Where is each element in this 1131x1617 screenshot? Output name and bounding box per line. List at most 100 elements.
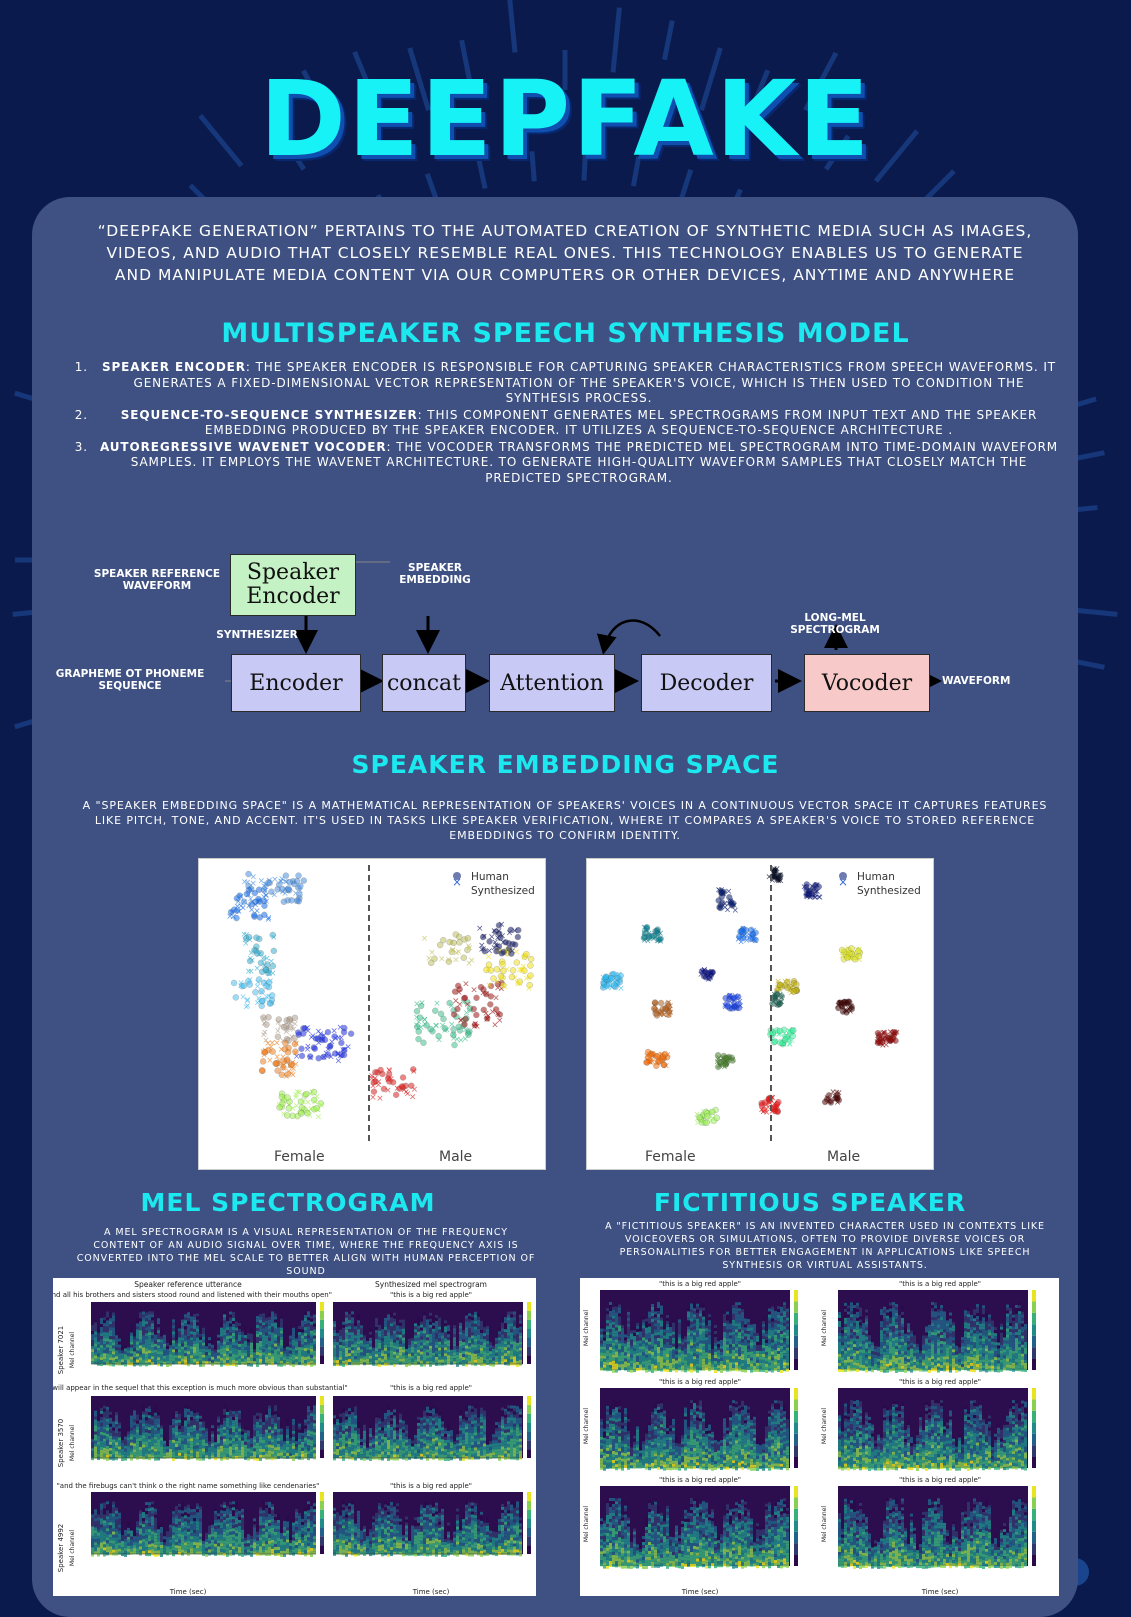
label-line: EMBEDDING [395,574,475,586]
scatter-point: × [277,1022,285,1032]
scatter-point: × [293,897,301,907]
scatter-point: × [307,1053,315,1063]
scatter-point: × [846,1007,854,1017]
scatter-point: × [308,1033,316,1043]
intro-text: “DEEPFAKE GENERATION” PERTAINS TO THE AU… [90,220,1040,286]
scatter-point: × [410,1067,418,1077]
scatter-point [523,951,529,957]
scatter-point: × [642,923,650,933]
scatter-point [452,1042,458,1048]
scatter-point [271,948,277,954]
scatter-point: × [260,1014,268,1024]
scatter-point: × [778,998,786,1008]
scatter-point: × [292,1048,300,1058]
scatter-point: × [464,1000,472,1010]
fictitious-description: A "FICTITIOUS SPEAKER" IS AN INVENTED CH… [590,1220,1060,1272]
scatter-point [471,1006,477,1012]
scatter-point [451,1011,457,1017]
utterance-caption: "this is a big red apple" [390,1291,472,1299]
scatter-point: × [655,1054,663,1064]
scatter-point: × [726,898,734,908]
list-term: SEQUENCE-TO-SEQUENCE SYNTHESIZER [121,408,418,422]
list-item: 2. SEQUENCE-TO-SEQUENCE SYNTHESIZER: THI… [60,408,1060,439]
scatter-point [527,962,533,968]
scatter-point [655,930,661,936]
scatter-canvas: ××××××××××××××××××××××××××××××××××××××××… [199,859,545,1169]
scatter-point: × [228,908,236,918]
scatter-point [451,940,457,946]
label-line: SEQUENCE [55,680,205,692]
scatter-point [487,1001,493,1007]
utterance-caption: "this is a big red apple" [659,1280,741,1288]
scatter-point: × [262,995,270,1005]
y-axis-label: Mel channel [69,1530,76,1567]
column-title: Synthesized mel spectrogram [375,1280,487,1289]
scatter-point [298,1110,304,1116]
scatter-point [251,912,257,918]
scatter-point: × [476,924,484,934]
scatter-point [294,878,300,884]
scatter-point [284,1113,290,1119]
scatter-point: × [491,944,499,954]
scatter-point [735,1001,741,1007]
block-label: Encoder [246,585,339,609]
scatter-canvas: ××××××××××××××××××××××××××××××××××××××××… [587,859,933,1169]
scatter-point: × [773,1103,781,1113]
label-line: WAVEFORM [92,580,222,592]
scatter-point [231,980,237,986]
utterance-caption: "this is a big red apple" [659,1476,741,1484]
svg-text:×: × [452,875,462,889]
scatter-point: × [432,1021,440,1031]
scatter-point: × [334,1050,342,1060]
scatter-point: × [254,978,262,988]
scatter-point: × [815,893,823,903]
x-axis-label: Time (sec) [412,1588,450,1596]
utterance-caption: "this is a big red apple" [899,1280,981,1288]
scatter-point: × [376,1094,384,1104]
scatter-point [641,935,647,941]
embedding-plot-left: ××××××××××××××××××××××××××××××××××××××××… [198,858,546,1170]
scatter-point: × [433,999,441,1009]
embedding-plot-right: ××××××××××××××××××××××××××××××××××××××××… [586,858,934,1170]
scatter-point: × [829,1087,837,1097]
embedding-description: A "SPEAKER EMBEDDING SPACE" IS A MATHEMA… [70,798,1060,843]
scatter-point [254,950,260,956]
scatter-point: × [465,942,473,952]
scatter-point: × [281,877,289,887]
scatter-point [442,1025,448,1031]
x-axis-label: Time (sec) [169,1588,207,1596]
scatter-point: × [455,988,463,998]
scatter-point: × [610,978,618,988]
speaker-label: Speaker 4992 [57,1524,65,1573]
y-axis-label: Mel channel [69,1425,76,1462]
scatter-point: × [290,1064,298,1074]
scatter-point: × [289,1104,297,1114]
scatter-point [292,1041,298,1047]
scatter-point: × [313,1092,321,1102]
scatter-point: × [453,949,461,959]
scatter-point: × [499,931,507,941]
scatter-point [431,956,437,962]
utterance-caption: "this is a big red apple" [390,1384,472,1392]
scatter-point: × [317,1029,325,1039]
scatter-point: × [703,1111,711,1121]
scatter-point [348,1031,354,1037]
legend-human: Human [471,871,509,883]
y-axis-label: Mel channel [583,1506,590,1543]
scatter-point: × [485,981,493,991]
scatter-point: × [240,930,248,940]
scatter-point [510,941,516,947]
label-male: Male [439,1149,472,1165]
label-line: SPECTROGRAM [775,624,895,636]
section-heading-model: MULTISPEAKER SPEECH SYNTHESIS MODEL [0,318,1131,349]
scatter-point [456,934,462,940]
scatter-point [414,1008,420,1014]
scatter-point: × [262,891,270,901]
scatter-point [303,1091,309,1097]
scatter-point [341,1029,347,1035]
scatter-point [660,1006,666,1012]
scatter-point: × [341,1045,349,1055]
scatter-point: × [246,976,254,986]
scatter-point [281,899,287,905]
scatter-point [302,1025,308,1031]
